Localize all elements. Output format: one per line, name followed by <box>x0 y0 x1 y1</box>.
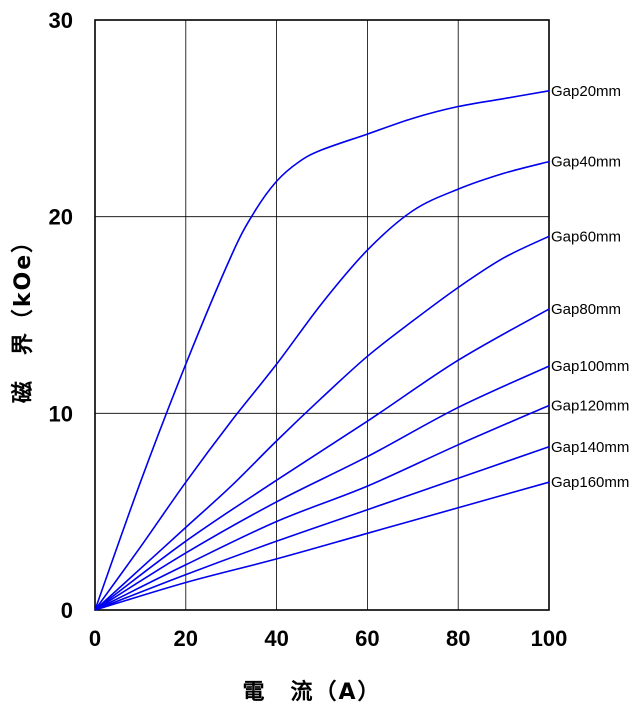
y-tick-label: 30 <box>49 8 73 33</box>
series-label-gap100mm: Gap100mm <box>551 358 629 375</box>
y-axis-ticks: 0 10 20 30 <box>49 8 73 623</box>
series-line-gap40mm <box>94 160 550 611</box>
series-line-gap140mm <box>94 446 550 611</box>
series-label-gap160mm: Gap160mm <box>551 474 629 491</box>
grid <box>95 20 549 610</box>
series-label-gap120mm: Gap120mm <box>551 397 629 414</box>
series-line-gap100mm <box>94 365 550 611</box>
y-tick-label: 20 <box>49 205 73 230</box>
series-line-gap80mm <box>94 308 550 611</box>
x-tick-label: 20 <box>174 626 198 651</box>
series-label-gap40mm: Gap40mm <box>551 154 621 171</box>
x-tick-label: 80 <box>446 626 470 651</box>
series-label-gap80mm: Gap80mm <box>551 301 621 318</box>
x-tick-label: 100 <box>531 626 568 651</box>
plot-frame <box>94 19 550 611</box>
series-line-gap160mm <box>94 481 550 611</box>
y-tick-label: 0 <box>61 598 73 623</box>
series-labels: Gap20mm Gap40mm Gap60mm Gap80mm Gap100mm Gap1… <box>551 83 629 491</box>
x-axis-ticks: 0 20 40 60 80 100 <box>89 626 567 651</box>
series-line-gap120mm <box>94 404 550 611</box>
y-tick-label: 10 <box>49 401 73 426</box>
x-axis-title: 電 流（A） <box>242 679 381 705</box>
y-axis-title: 磁 界（kOe） <box>10 229 36 403</box>
series-line-gap60mm <box>94 235 550 611</box>
x-tick-label: 60 <box>355 626 379 651</box>
series-line-gap20mm <box>94 90 550 611</box>
series-label-gap20mm: Gap20mm <box>551 83 621 100</box>
series-lines <box>94 90 550 611</box>
series-label-gap60mm: Gap60mm <box>551 228 621 245</box>
series-label-gap140mm: Gap140mm <box>551 439 629 456</box>
x-tick-label: 40 <box>264 626 288 651</box>
x-tick-label: 0 <box>89 626 101 651</box>
